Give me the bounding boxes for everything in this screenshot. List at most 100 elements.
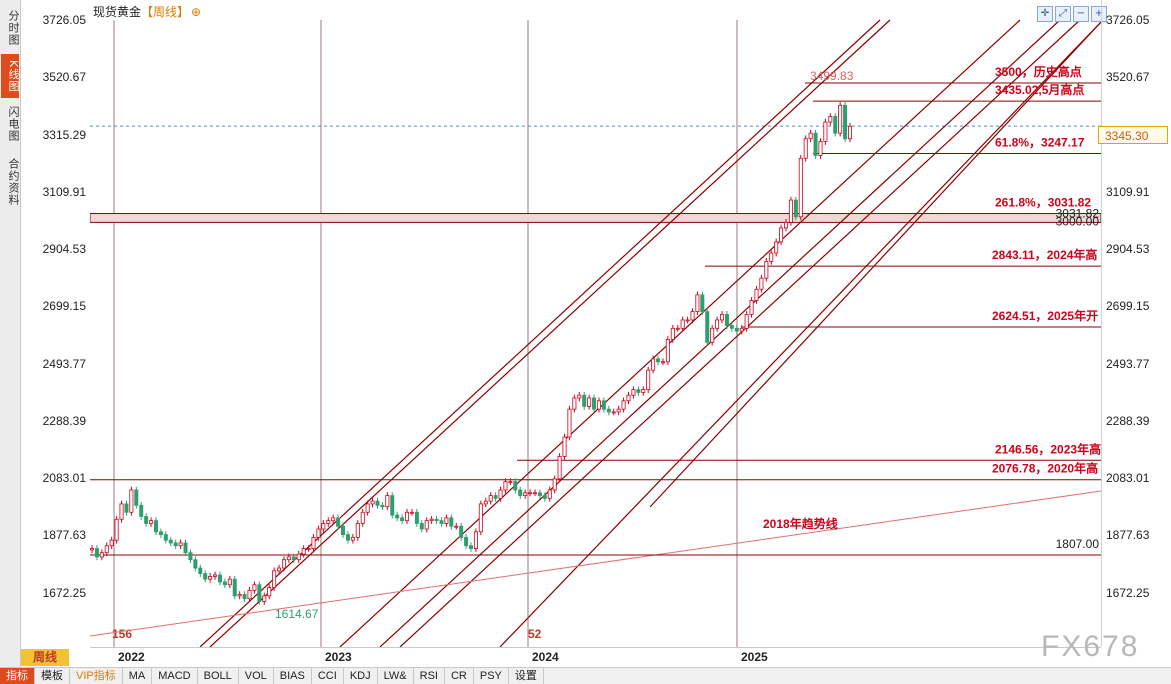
candle — [267, 587, 272, 597]
candle — [326, 520, 331, 524]
candle — [636, 389, 641, 393]
indicator-tab[interactable]: BIAS — [274, 668, 312, 684]
channel-line — [499, 21, 1101, 647]
indicator-tab[interactable]: LW& — [378, 668, 414, 684]
candle — [449, 517, 454, 527]
indicator-tab[interactable]: CCI — [312, 668, 344, 684]
y-tick-label-right: 2083.01 — [1106, 471, 1150, 485]
tab-contract-info[interactable]: 合约资料 — [7, 158, 20, 206]
crosshair-icon[interactable]: ✛ — [1037, 6, 1053, 22]
candle — [754, 288, 759, 301]
indicator-tab[interactable]: MA — [123, 668, 153, 684]
candle — [291, 556, 296, 561]
candle — [764, 261, 769, 279]
candle — [119, 503, 124, 520]
candle — [729, 325, 734, 329]
channel-line — [649, 21, 1101, 508]
candle — [547, 489, 552, 499]
candle — [665, 339, 670, 363]
candle — [528, 492, 533, 495]
candle — [784, 221, 789, 229]
period-button[interactable]: 周线 — [21, 649, 69, 666]
level-label: 3500，历史高点 — [995, 64, 1082, 79]
candle — [173, 542, 178, 547]
level-label: 2146.56，2023年高 — [995, 441, 1101, 456]
candle — [149, 520, 154, 524]
y-tick-label-right: 2493.77 — [1106, 356, 1150, 371]
indicator-tab[interactable]: 设置 — [509, 668, 544, 684]
sidebar: 分时图 K线图 闪电图 合约资料 — [0, 0, 21, 667]
candle — [833, 116, 838, 134]
candle — [508, 481, 513, 484]
channel-line — [209, 19, 891, 647]
level-label: 61.8%，3247.17 — [995, 135, 1085, 149]
candle — [375, 500, 380, 506]
candle — [99, 552, 104, 558]
level-label: 3435.02,5月高点 — [995, 82, 1084, 97]
y-tick-label-right: 1672.25 — [1106, 585, 1150, 600]
level-label: 2076.78，2020年高 — [992, 461, 1098, 476]
candle — [341, 525, 346, 535]
candle — [405, 511, 410, 522]
candle — [355, 523, 360, 538]
candle — [660, 361, 665, 364]
candle — [513, 481, 518, 491]
candle — [656, 358, 661, 363]
candle — [90, 548, 94, 551]
indicator-tab[interactable]: CR — [445, 668, 474, 684]
candle — [350, 536, 355, 541]
indicator-tab[interactable]: KDJ — [344, 668, 378, 684]
low-label: 1614.67 — [275, 607, 319, 621]
y-tick-label: 2288.39 — [42, 413, 86, 428]
y-tick-label-right: 3520.67 — [1106, 70, 1150, 85]
candle — [488, 495, 493, 502]
tab-flash[interactable]: 闪电图 — [7, 106, 20, 142]
candle — [843, 104, 848, 140]
candle — [621, 400, 626, 410]
candle — [272, 570, 277, 588]
candle — [651, 358, 656, 371]
candle — [523, 492, 528, 496]
indicator-tab[interactable]: RSI — [414, 668, 445, 684]
candle — [237, 594, 242, 597]
candle — [434, 518, 439, 522]
candle — [744, 313, 749, 329]
candle — [813, 132, 818, 156]
tab-kline[interactable]: K线图 — [1, 54, 20, 98]
indicator-tab[interactable]: VIP指标 — [70, 668, 123, 684]
candle — [365, 503, 370, 513]
candle — [483, 500, 488, 505]
candle — [798, 157, 803, 218]
candle — [734, 327, 739, 332]
indicator-tab[interactable]: PSY — [474, 668, 509, 684]
zoom-in-icon[interactable]: ⊕ — [191, 5, 202, 19]
candle — [439, 520, 444, 524]
candle — [336, 517, 341, 527]
current-price-badge: 3345.30 — [1098, 126, 1168, 144]
tab-intraday[interactable]: 分时图 — [7, 10, 20, 46]
candle — [198, 567, 203, 575]
candle — [144, 516, 149, 524]
candle — [109, 539, 114, 547]
candle — [385, 495, 390, 508]
indicator-tab[interactable]: 模板 — [35, 668, 70, 684]
zone-label: 3000.00 — [1056, 214, 1100, 228]
zoom-out-icon[interactable]: − — [1073, 6, 1089, 22]
indicator-tab[interactable]: BOLL — [198, 668, 239, 684]
candle — [606, 408, 611, 413]
chart-title: 现货黄金【周线】 ⊕ — [93, 3, 201, 20]
zoom-in-icon[interactable]: + — [1091, 6, 1107, 22]
candle — [370, 500, 375, 505]
candle — [739, 327, 744, 332]
timeframe-label[interactable]: 【周线】 — [141, 5, 190, 19]
indicator-tab[interactable]: MACD — [152, 668, 198, 684]
candle — [419, 523, 424, 530]
indicator-tab[interactable]: VOL — [239, 668, 274, 684]
expand-icon[interactable]: ⤢ — [1055, 6, 1071, 22]
candle — [203, 573, 208, 580]
indicator-tab[interactable]: 指标 — [0, 668, 35, 684]
high-label: 3499.83 — [810, 69, 854, 83]
y-tick-label: 2493.77 — [42, 356, 86, 371]
candle — [286, 556, 291, 561]
